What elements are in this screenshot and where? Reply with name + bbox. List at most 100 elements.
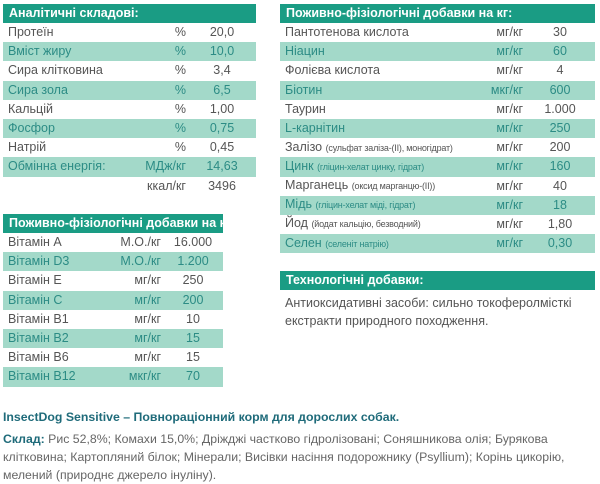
row-note: (йодат кальцію, безводний) [311, 219, 421, 230]
row-name: Вітамін B12 [3, 367, 101, 386]
product-description: InsectDog Sensitive – Повнораціонний кор… [3, 408, 598, 484]
analytical-components-table: Аналітичні складові: Протеїн% 20,0 Вміст ж… [3, 4, 256, 196]
row-unit: М.О./кг [120, 235, 161, 249]
row-name: Сира зола [3, 81, 126, 100]
row-note: (оксид марганцю-(II)) [351, 181, 435, 191]
row-unit: мг/кг [134, 311, 161, 326]
row-name: Сира клітковина [3, 61, 126, 80]
row-unit: мг/кг [134, 330, 161, 345]
row-unit: % [174, 44, 186, 59]
row-unit: мг/кг [496, 236, 523, 251]
product-title: InsectDog Sensitive – Повнораціонний кор… [3, 410, 400, 424]
row-label: L-карнітин [285, 120, 346, 135]
row-label: Сира клітковина [8, 63, 103, 78]
composition-text: Рис 52,8%; Комахи 15,0%; Дріжджі частков… [3, 432, 565, 482]
row-name: Вітамін D3 [3, 252, 101, 271]
table-header: Поживно-фізіологічні добавки на кг: [280, 4, 595, 23]
row-unit: % [174, 63, 186, 78]
row-value: 15 [186, 330, 200, 345]
row-name: Біотин [280, 81, 485, 100]
row-label: Селен [285, 235, 322, 250]
table-row: Вміст жиру% 10,0 [3, 42, 256, 62]
row-unit: % [174, 120, 186, 135]
table-row: Пантотенова кислота мг/кг 30 [280, 23, 595, 42]
row-label: Вітамін E [8, 273, 62, 288]
row-name: Фолієва кислота [280, 61, 485, 80]
table-row: Таурин мг/кг 1.000 [280, 100, 595, 119]
row-label: Вітамін B1 [8, 311, 69, 326]
supplements-table: Поживно-фізіологічні добавки на кг: Пант… [280, 4, 595, 254]
row-name: Вітамін B6 [3, 348, 101, 367]
row-value: 200 [549, 140, 571, 155]
row-name: Йод (йодат кальцію, безводний) [280, 214, 485, 234]
table-row: L-карнітин мг/кг 250 [280, 118, 595, 139]
row-note: (сульфат заліза-(II), моногідрат) [325, 142, 453, 153]
table-header: Аналітичні складові: [3, 4, 256, 23]
row-value: 30 [553, 25, 567, 39]
table-row: Вітамін B12 мкг/кг 70 [3, 367, 223, 387]
vitamins-table: Поживно-фізіологічні добавки на кг: Віта… [3, 214, 235, 387]
table-row: ккал/кг 3496 [3, 177, 256, 196]
table-row: Вітамін A М.О./кг 16.000 [3, 233, 223, 252]
row-note: (гліцин-хелат цинку, гідрат) [317, 161, 425, 172]
table-row: Кальцій% 1,00 [3, 100, 256, 119]
row-unit: мг/кг [496, 101, 523, 116]
row-name: Вітамін C [3, 291, 101, 310]
row-value: 160 [549, 159, 571, 174]
table-row: Селен (селеніт натрію) мг/кг 0,30 [280, 234, 595, 254]
row-name: Мідь (гліцин-хелат міді, гідрат) [280, 195, 485, 215]
row-name: Вітамін A [3, 233, 101, 252]
row-unit: мг/кг [496, 120, 523, 135]
table-row: Натрій% 0,45 [3, 138, 256, 157]
table-row: Вітамін E мг/кг 250 [3, 271, 223, 290]
row-label: Марганець [285, 178, 349, 192]
composition: Склад: Рис 52,8%; Комахи 15,0%; Дріжджі … [3, 430, 598, 484]
row-label: Протеїн [8, 25, 54, 39]
row-unit: % [174, 25, 186, 39]
row-unit: % [174, 82, 186, 97]
row-value: 10,0 [209, 44, 235, 59]
table-row: Сира зола% 6,5 [3, 80, 256, 100]
table-row: Фосфор% 0,75 [3, 118, 256, 139]
row-name: Вміст жиру [3, 42, 126, 61]
row-unit: мг/кг [496, 44, 523, 59]
rows: Пантотенова кислота мг/кг 30 Ніацин мг/кг 60 Ф… [280, 23, 595, 254]
row-name: Вітамін B1 [3, 310, 101, 329]
table-row: Обмінна енергія: МДж/кг 14,63 [3, 157, 256, 177]
row-label: Вітамін C [8, 292, 63, 307]
row-name: Селен (селеніт натрію) [280, 234, 485, 254]
table-row: Вітамін D3 М.О./кг 1.200 [3, 252, 223, 272]
row-name: Марганець (оксид марганцю-(II)) [280, 176, 485, 196]
row-unit: МДж/кг [145, 159, 186, 174]
table-row: Цинк (гліцин-хелат цинку, гідрат) мг/кг 16… [280, 157, 595, 177]
row-name: Обмінна енергія: [3, 157, 126, 176]
row-label: Фосфор [8, 120, 55, 135]
row-value: 1,00 [209, 101, 235, 116]
row-label: Сира зола [8, 82, 68, 97]
row-unit: мг/кг [496, 140, 523, 155]
row-label: Вітамін B6 [8, 350, 69, 365]
row-value: 0,75 [209, 120, 235, 135]
row-unit: ккал/кг [147, 178, 186, 193]
row-value: 0,30 [547, 236, 573, 251]
row-unit: мг/кг [496, 197, 523, 212]
row-unit: мг/кг [134, 292, 161, 307]
row-note: (гліцин-хелат міді, гідрат) [315, 200, 416, 211]
section-header: Технологічні добавки: [280, 271, 595, 290]
row-unit: % [174, 140, 186, 155]
row-label: Вміст жиру [8, 44, 72, 59]
row-unit: М.О./кг [120, 254, 161, 269]
technological-additives: Технологічні добавки: Антиоксидативні за… [280, 271, 595, 330]
row-name: Вітамін B2 [3, 329, 101, 348]
row-label: Мідь [285, 197, 312, 212]
table-row: Залізо (сульфат заліза-(II), моногідрат)… [280, 138, 595, 157]
row-label: Натрій [8, 140, 47, 155]
row-value: 1,80 [547, 216, 573, 231]
rows: Вітамін A М.О./кг 16.000 Вітамін D3 М.О./кг 1… [3, 233, 223, 387]
table-row: Ніацин мг/кг 60 [280, 42, 595, 62]
row-label: Кальцій [8, 101, 53, 116]
row-value: 18 [553, 197, 567, 212]
row-value: 0,45 [209, 140, 235, 155]
row-label: Цинк [285, 158, 314, 173]
row-value: 600 [549, 82, 571, 97]
